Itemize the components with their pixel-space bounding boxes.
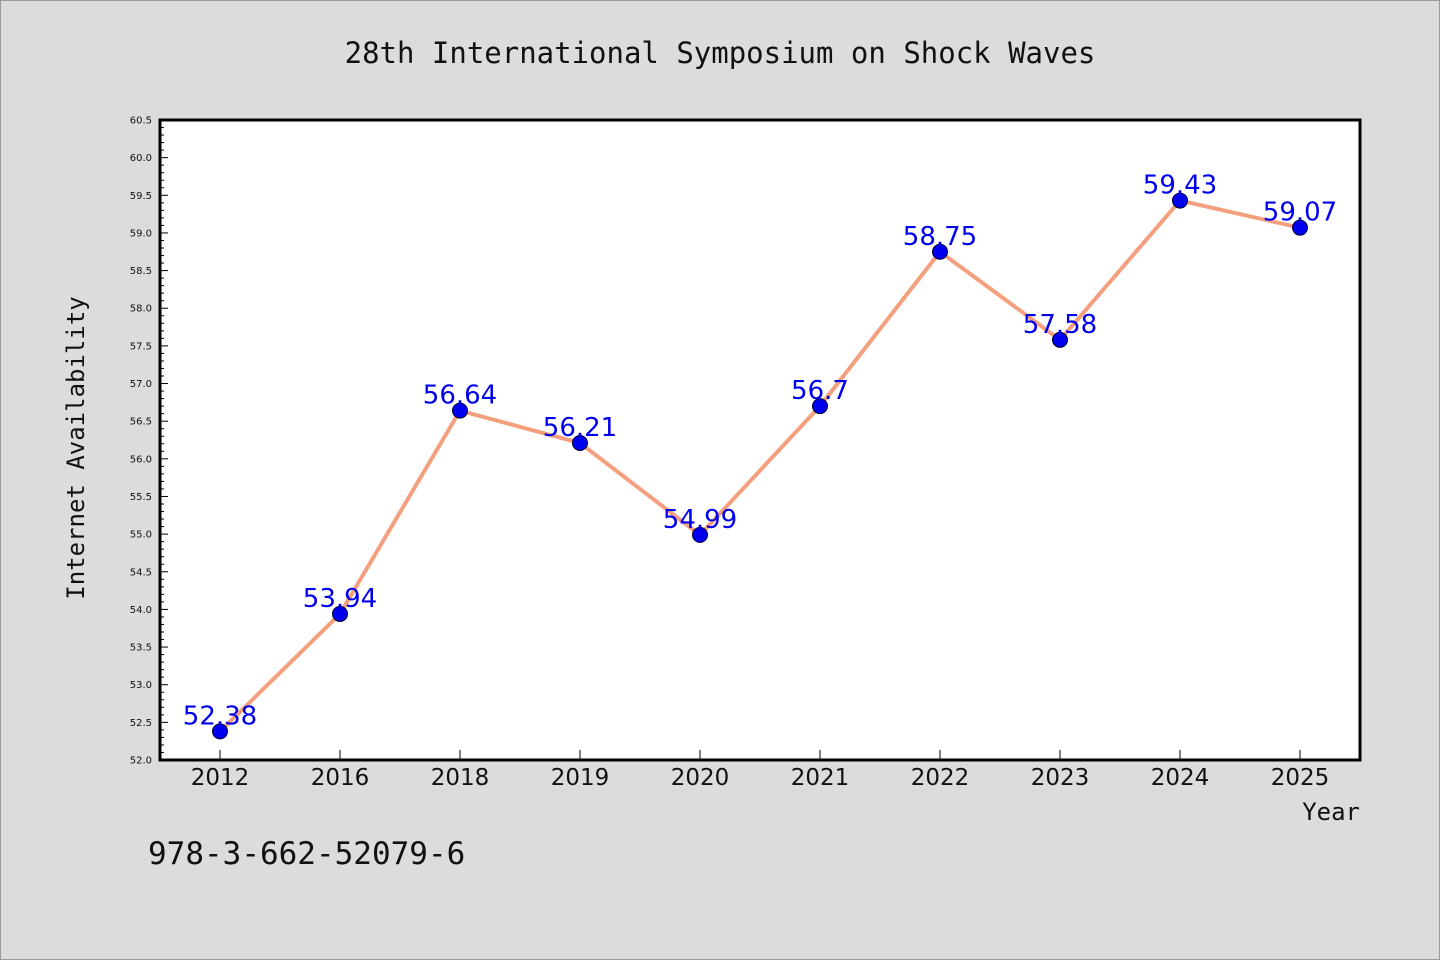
data-point bbox=[1052, 331, 1068, 348]
y-tick-label: 54.5 bbox=[130, 567, 152, 578]
y-tick-label: 55.0 bbox=[130, 530, 152, 541]
x-tick-label: 2024 bbox=[1151, 765, 1210, 791]
y-tick-label: 53.0 bbox=[130, 680, 152, 691]
data-markers bbox=[212, 192, 1308, 740]
y-tick-label: 52.5 bbox=[130, 718, 152, 729]
x-tick-label: 2012 bbox=[191, 765, 250, 791]
x-tick-label: 2016 bbox=[311, 765, 370, 791]
x-tick-label: 2021 bbox=[791, 765, 850, 791]
plot-area bbox=[158, 118, 1362, 762]
x-tick-label: 2019 bbox=[551, 765, 610, 791]
x-tick-label: 2022 bbox=[911, 765, 970, 791]
data-label: 57.58 bbox=[1023, 310, 1097, 340]
y-tick-label: 59.5 bbox=[130, 191, 152, 202]
data-label: 56.7 bbox=[791, 376, 849, 406]
y-tick-label: 60.5 bbox=[130, 116, 152, 127]
data-point bbox=[1292, 219, 1308, 236]
data-point bbox=[452, 402, 468, 419]
isbn-text: 978-3-662-52079-6 bbox=[148, 836, 465, 872]
x-axis-label: Year bbox=[1302, 798, 1360, 826]
y-tick-label: 58.5 bbox=[130, 266, 152, 277]
y-tick-label: 52.0 bbox=[130, 756, 152, 767]
data-point bbox=[1172, 192, 1188, 209]
data-labels: 52.38 53.94 56.64 56.21 54.99 56.7 58.75 57.58 5… bbox=[183, 171, 1337, 732]
data-point bbox=[692, 526, 708, 543]
y-tick-label: 59.0 bbox=[130, 228, 152, 239]
y-tick-label: 53.5 bbox=[130, 643, 152, 654]
data-point bbox=[932, 243, 948, 260]
y-tick-label: 60.0 bbox=[130, 153, 152, 164]
y-tick-label: 58.0 bbox=[130, 304, 152, 315]
data-label: 59.07 bbox=[1263, 198, 1337, 228]
y-axis-label: Internet Availability bbox=[62, 296, 90, 599]
y-tick-label: 55.5 bbox=[130, 492, 152, 503]
x-axis-ticks: 2012 2016 2018 2019 2020 2021 2022 2023 2024 2025 bbox=[191, 750, 1330, 791]
y-minor-ticks bbox=[160, 127, 164, 753]
y-tick-label: 54.0 bbox=[130, 605, 152, 616]
data-point bbox=[812, 398, 828, 415]
y-tick-label: 56.5 bbox=[130, 417, 152, 428]
data-label: 56.21 bbox=[543, 413, 617, 443]
chart-title: 28th International Symposium on Shock Wa… bbox=[345, 36, 1096, 70]
y-tick-label: 57.0 bbox=[130, 379, 152, 390]
series-line bbox=[218, 198, 1302, 734]
y-tick-label: 56.0 bbox=[130, 454, 152, 465]
x-tick-label: 2025 bbox=[1271, 765, 1330, 791]
data-label: 54.99 bbox=[663, 505, 737, 535]
data-point bbox=[332, 605, 348, 622]
x-tick-label: 2023 bbox=[1031, 765, 1090, 791]
data-label: 53.94 bbox=[303, 584, 377, 614]
data-point bbox=[572, 435, 588, 452]
x-tick-label: 2020 bbox=[671, 765, 730, 791]
y-axis-ticks: 52.0 52.5 53.0 53.5 54.0 54.5 55.0 55.5 56.0 56.5… bbox=[130, 116, 168, 767]
data-point bbox=[212, 723, 228, 740]
data-label: 59.43 bbox=[1143, 171, 1217, 201]
data-label: 58.75 bbox=[903, 222, 977, 252]
x-tick-label: 2018 bbox=[431, 765, 490, 791]
y-tick-label: 57.5 bbox=[130, 341, 152, 352]
data-label: 56.64 bbox=[423, 381, 497, 411]
data-label: 52.38 bbox=[183, 701, 257, 731]
